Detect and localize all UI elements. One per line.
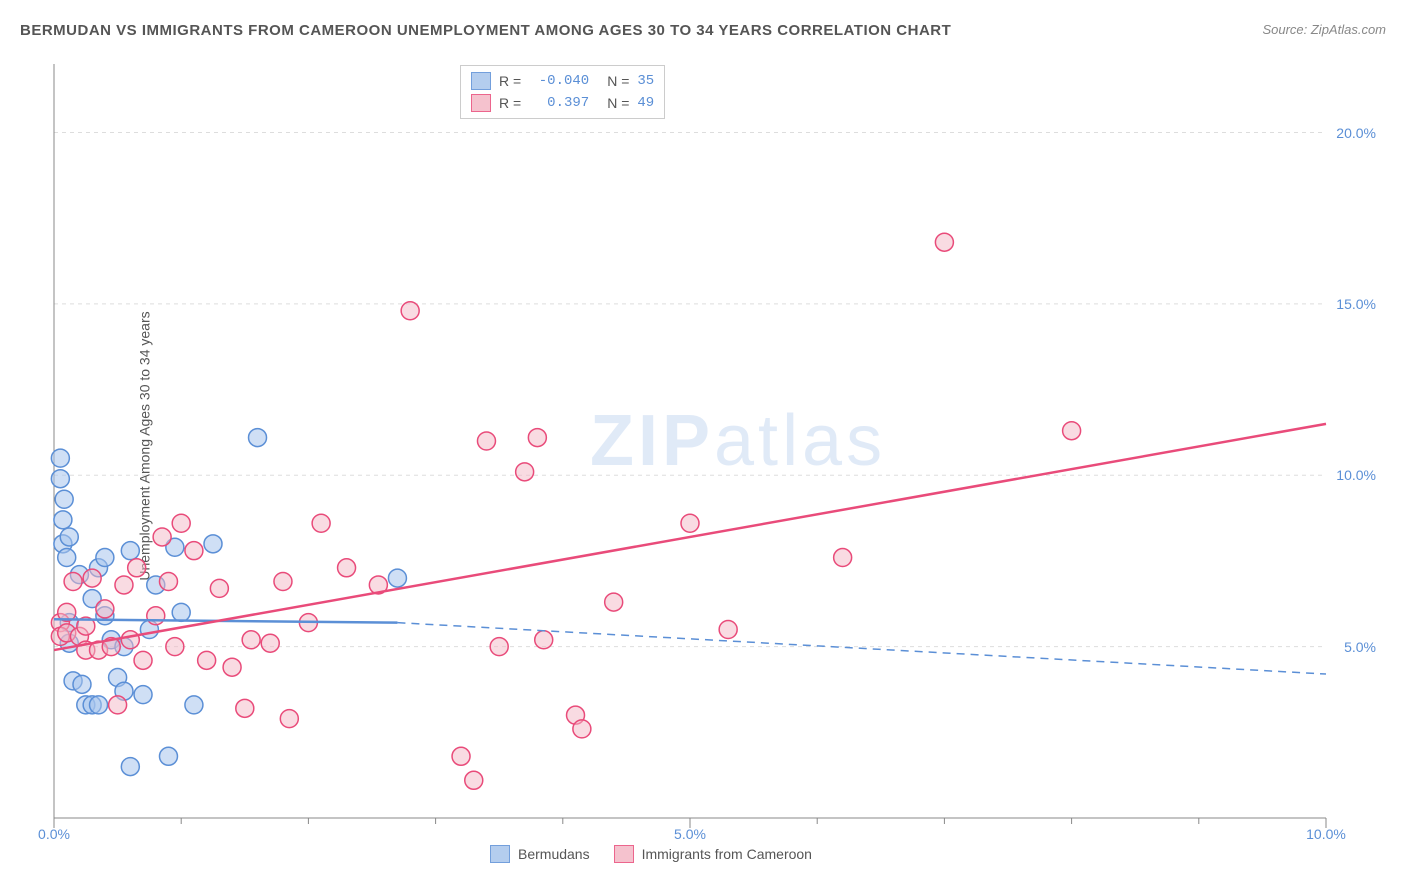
legend-r-value: 0.397	[529, 92, 589, 114]
series-label: Bermudans	[518, 846, 590, 862]
chart-plot-area: ZIPatlas 5.0%10.0%15.0%20.0% 0.0%5.0%10.…	[50, 60, 1386, 840]
series-legend: Bermudans Immigrants from Cameroon	[490, 845, 812, 863]
legend-row: R = -0.040 N = 35	[471, 70, 654, 92]
legend-n-value: 49	[637, 92, 654, 114]
legend-swatch	[471, 94, 491, 112]
correlation-legend: R = -0.040 N = 35 R = 0.397 N = 49	[460, 65, 665, 119]
legend-n-label: N =	[607, 70, 629, 92]
legend-n-value: 35	[637, 70, 654, 92]
series-label: Immigrants from Cameroon	[642, 846, 812, 862]
y-tick-label: 15.0%	[1336, 296, 1376, 312]
legend-row: R = 0.397 N = 49	[471, 92, 654, 114]
source-attribution: Source: ZipAtlas.com	[1262, 22, 1386, 37]
x-tick-label: 10.0%	[1306, 826, 1346, 842]
legend-r-label: R =	[499, 92, 521, 114]
x-tick-label: 0.0%	[38, 826, 70, 842]
series-legend-item: Immigrants from Cameroon	[614, 845, 812, 863]
legend-swatch	[471, 72, 491, 90]
legend-swatch	[490, 845, 510, 863]
chart-title: BERMUDAN VS IMMIGRANTS FROM CAMEROON UNE…	[20, 22, 951, 39]
legend-n-label: N =	[607, 92, 629, 114]
y-tick-label: 20.0%	[1336, 125, 1376, 141]
legend-swatch	[614, 845, 634, 863]
y-tick-label: 10.0%	[1336, 467, 1376, 483]
series-legend-item: Bermudans	[490, 845, 590, 863]
x-tick-label: 5.0%	[674, 826, 706, 842]
legend-r-label: R =	[499, 70, 521, 92]
y-tick-label: 5.0%	[1344, 639, 1376, 655]
legend-r-value: -0.040	[529, 70, 589, 92]
scatter-svg	[50, 60, 1386, 840]
